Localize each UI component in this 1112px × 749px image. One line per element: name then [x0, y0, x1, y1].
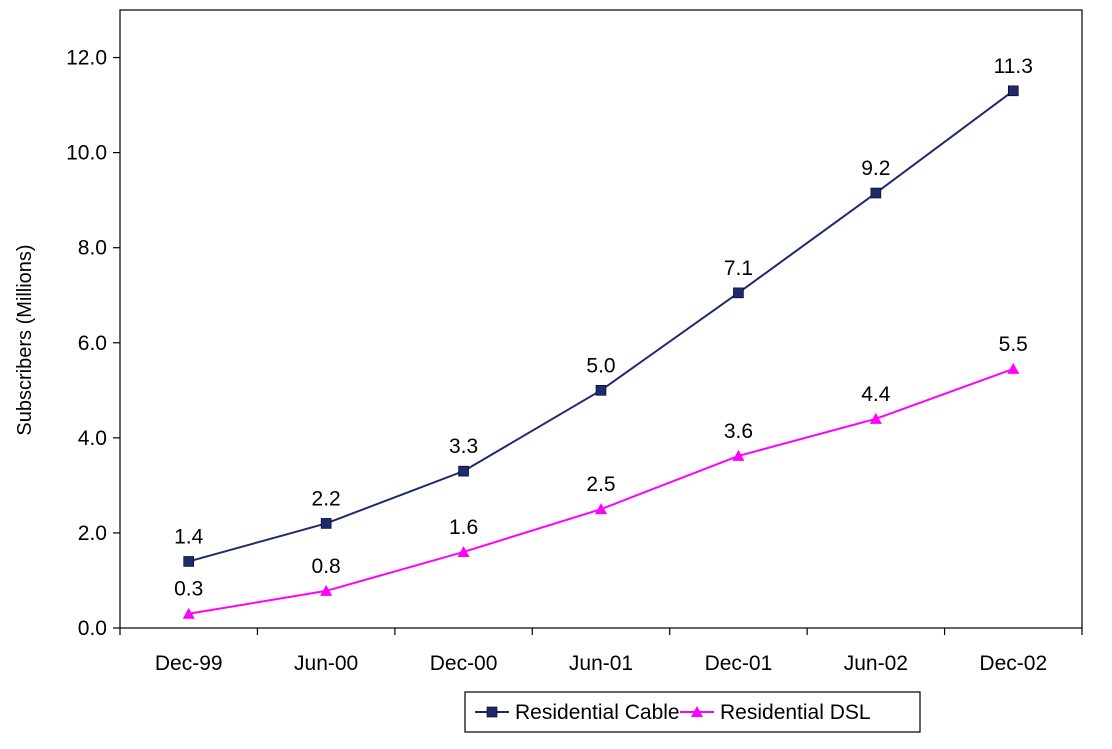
data-label: 2.5 — [586, 473, 615, 496]
x-tick-label: Dec-02 — [979, 652, 1047, 675]
legend-label: Residential DSL — [720, 701, 871, 724]
legend-label: Residential Cable — [515, 701, 680, 724]
axes: 0.0 2.0 4.0 6.0 8.0 10.0 12.0 Dec-99 Jun-00 Dec-0… — [66, 9, 1083, 675]
data-label: 4.4 — [861, 383, 891, 406]
x-tick-label: Jun-01 — [569, 652, 633, 675]
data-point — [733, 287, 744, 299]
plot-area-border — [119, 9, 1083, 629]
legend-item: Residential DSL — [680, 701, 871, 724]
legend-marker — [486, 706, 498, 718]
y-tick-label: 0.0 — [78, 617, 107, 640]
data-label: 11.3 — [994, 55, 1033, 78]
data-point — [1007, 85, 1019, 97]
data-point — [320, 518, 332, 529]
data-label: 0.3 — [174, 578, 203, 601]
y-tick-label: 10.0 — [66, 142, 107, 165]
series-layer — [182, 85, 1020, 619]
data-point — [870, 187, 882, 199]
x-tick-label: Dec-01 — [705, 652, 773, 675]
x-tick-label: Dec-99 — [155, 652, 223, 675]
y-tick-label: 6.0 — [78, 332, 107, 355]
data-point — [732, 449, 745, 461]
data-label: 9.2 — [861, 157, 890, 180]
legend-marker — [691, 706, 703, 717]
data-point — [183, 556, 195, 567]
legend: Residential Cable Residential DSL — [464, 691, 921, 733]
data-point — [1007, 362, 1020, 374]
x-tick-label: Dec-00 — [430, 652, 498, 675]
data-label: 5.0 — [586, 354, 615, 377]
data-point — [457, 545, 470, 557]
data-label: 3.6 — [724, 420, 753, 443]
y-tick-label: 4.0 — [78, 427, 107, 450]
data-label: 1.4 — [174, 525, 204, 548]
data-point — [869, 412, 882, 424]
x-tick-label: Jun-00 — [294, 652, 358, 675]
series-residential-cable — [183, 85, 1019, 567]
y-tick-label: 12.0 — [66, 47, 107, 70]
data-label: 3.3 — [449, 435, 478, 458]
y-axis-title: Subscribers (Millions) — [14, 244, 36, 435]
data-point — [320, 584, 333, 596]
data-point — [182, 607, 195, 619]
y-tick-label: 2.0 — [78, 522, 107, 545]
data-label: 0.8 — [312, 555, 341, 578]
data-point — [458, 465, 469, 477]
legend-item: Residential Cable — [475, 701, 680, 724]
data-label: 5.5 — [999, 333, 1028, 356]
y-tick-label: 8.0 — [78, 237, 107, 260]
series-residential-dsl — [182, 362, 1020, 619]
data-label: 1.6 — [449, 516, 478, 539]
data-label: 7.1 — [724, 257, 753, 280]
data-point — [595, 385, 607, 396]
data-labels: 1.4 2.2 3.3 5.0 7.1 9.2 11.3 0.3 0.8 1.6 2.5 3.6 4.4… — [174, 55, 1033, 601]
x-tick-label: Jun-02 — [844, 652, 908, 675]
data-label: 2.2 — [312, 487, 341, 510]
data-point — [595, 503, 607, 515]
